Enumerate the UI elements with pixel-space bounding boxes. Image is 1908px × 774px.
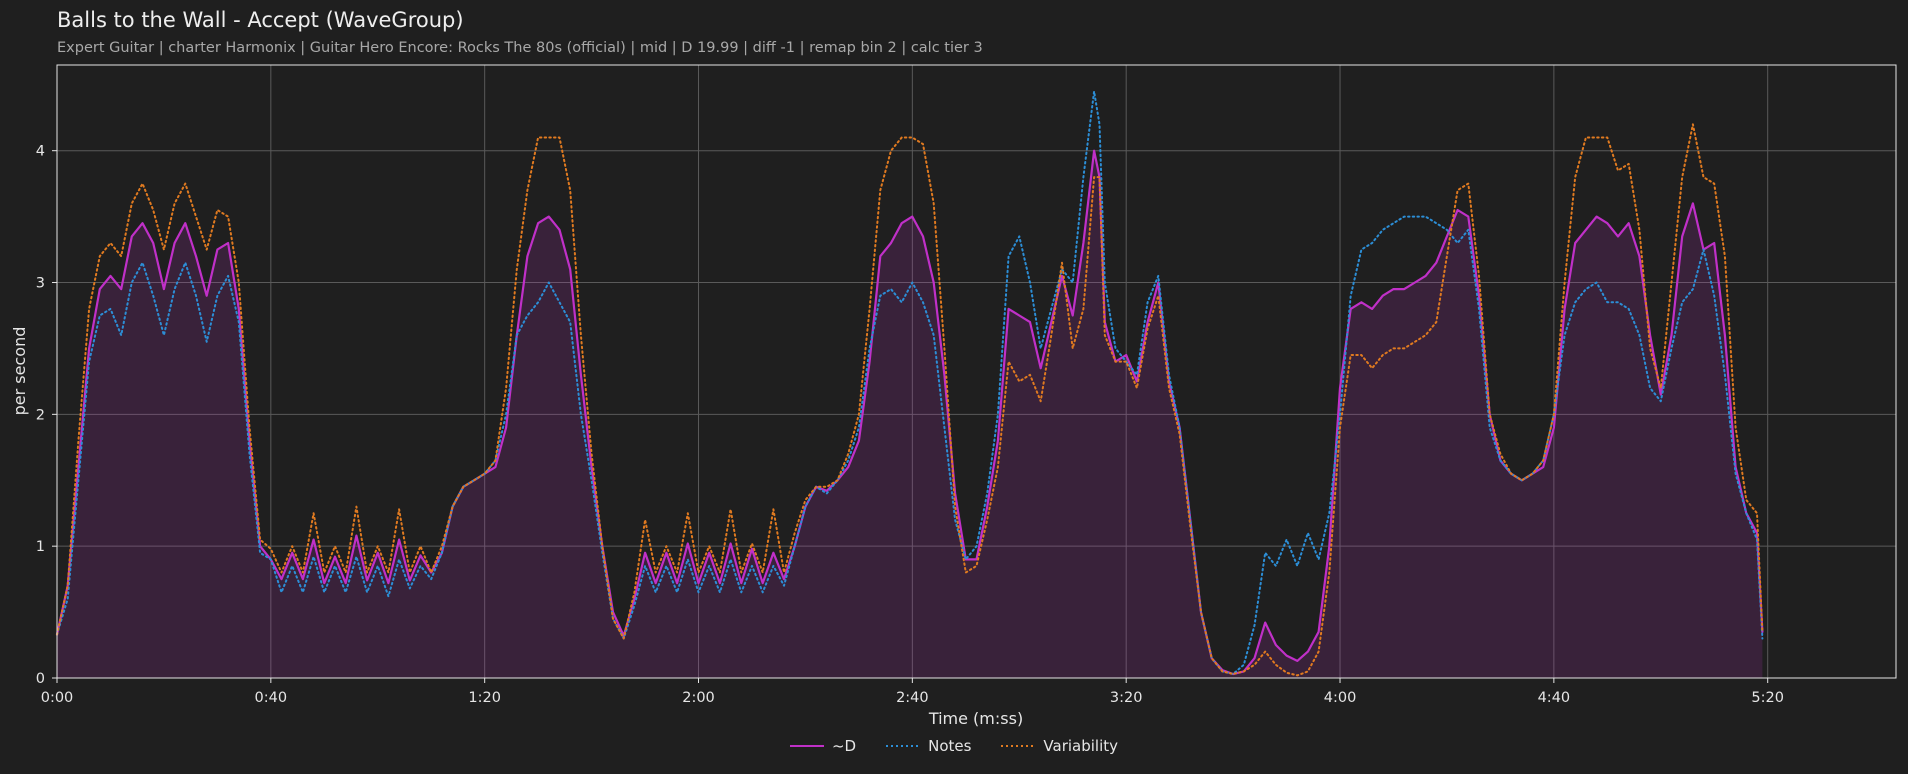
y-tick-label: 3 xyxy=(36,276,45,292)
x-axis: 0:00 0:40 1:20 2:00 2:40 3:20 4:00 4:40 5:20 xyxy=(41,678,1784,706)
legend-item-notes: Notes xyxy=(886,737,971,755)
legend-item-variability: Variability xyxy=(1001,737,1118,755)
x-tick-label: 2:40 xyxy=(896,690,929,706)
plot-frame xyxy=(56,64,1897,679)
y-axis: 0 1 2 3 4 xyxy=(36,144,57,687)
series-line-notes xyxy=(56,90,1764,675)
legend-label: Notes xyxy=(928,737,972,755)
legend-item-d: ~D xyxy=(789,737,857,755)
y-tick-label: 2 xyxy=(36,407,45,423)
chart-title: Balls to the Wall - Accept (WaveGroup) xyxy=(57,8,464,32)
legend-swatch xyxy=(1001,745,1036,747)
x-tick-label: 2:00 xyxy=(682,690,715,706)
series-area-d xyxy=(57,150,1763,678)
series-line-variability xyxy=(56,123,1764,677)
x-tick-label: 4:00 xyxy=(1324,690,1357,706)
series-lines xyxy=(55,90,1764,677)
x-tick-label: 0:40 xyxy=(255,690,288,706)
legend-label: ~D xyxy=(831,737,857,755)
chart-subtitle: Expert Guitar | charter Harmonix | Guita… xyxy=(57,40,983,56)
x-tick-label: 4:40 xyxy=(1538,690,1571,706)
x-axis-label: Time (m:ss) xyxy=(928,709,1023,728)
y-axis-label: per second xyxy=(10,327,29,416)
y-tick-label: 0 xyxy=(36,671,45,687)
x-tick-label: 1:20 xyxy=(468,690,501,706)
legend-label: Variability xyxy=(1043,737,1119,755)
x-tick-label: 0:00 xyxy=(41,690,74,706)
y-tick-label: 4 xyxy=(36,144,45,160)
x-tick-label: 3:20 xyxy=(1110,690,1143,706)
x-tick-label: 5:20 xyxy=(1751,690,1784,706)
area-fill xyxy=(57,150,1763,678)
legend-swatch xyxy=(886,745,921,747)
series-line-d xyxy=(55,149,1764,676)
y-tick-label: 1 xyxy=(36,539,45,555)
chart: 0:00 0:40 1:20 2:00 2:40 3:20 4:00 4:40 5:20 0 1 2… xyxy=(10,64,1897,728)
legend: ~D Notes Variability xyxy=(0,737,1908,755)
legend-swatch xyxy=(789,745,824,747)
